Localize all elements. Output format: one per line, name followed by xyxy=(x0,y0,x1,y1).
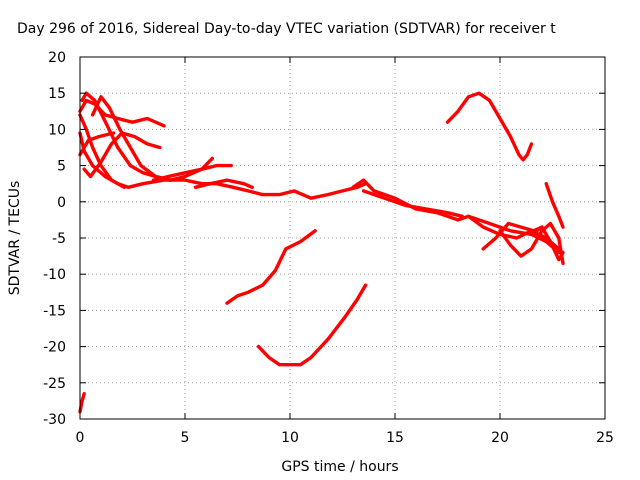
chart-title: Day 296 of 2016, Sidereal Day-to-day VTE… xyxy=(17,21,556,37)
data-series-track-16 xyxy=(498,221,565,265)
x-axis-label: GPS time / hours xyxy=(281,459,398,475)
data-series-track-11 xyxy=(361,189,464,218)
y-tick-label: -15 xyxy=(43,303,66,319)
data-series-track-4 xyxy=(90,95,214,182)
y-tick-label: 10 xyxy=(48,122,66,138)
y-tick-label: -5 xyxy=(52,231,66,247)
y-tick-label: 15 xyxy=(48,86,66,102)
data-series-track-8 xyxy=(151,163,233,182)
y-tick-label: 5 xyxy=(57,159,66,175)
data-series-track-18 xyxy=(225,229,317,305)
x-tick-label: 10 xyxy=(281,430,299,446)
plot-frame xyxy=(79,56,606,420)
x-tick-label: 20 xyxy=(491,430,509,446)
data-series-track-15 xyxy=(544,182,565,229)
data-series-group xyxy=(78,91,565,414)
y-tick-label: -20 xyxy=(43,340,66,356)
data-series-track-6 xyxy=(78,113,126,189)
y-axis-label: SDTVAR / TECUs xyxy=(7,181,23,296)
x-tick-label: 0 xyxy=(76,430,85,446)
y-tick-label: 0 xyxy=(57,195,66,211)
data-series-track-5 xyxy=(82,131,162,179)
data-series-track-12 xyxy=(466,214,561,251)
data-series-track-9 xyxy=(193,178,254,189)
data-series-track-20 xyxy=(78,392,86,414)
x-tick-label: 15 xyxy=(386,430,404,446)
grid-lines xyxy=(80,57,605,419)
y-tick-label: -25 xyxy=(43,376,66,392)
x-tick-label: 25 xyxy=(596,430,614,446)
data-series-track-14 xyxy=(445,91,534,162)
y-tick-label: 20 xyxy=(48,50,66,66)
data-series-track-2 xyxy=(78,98,166,128)
x-tick-label: 5 xyxy=(181,430,190,446)
data-series-track-19 xyxy=(256,283,368,367)
y-tick-label: -10 xyxy=(43,267,66,283)
axis-ticks: 0 5 10 15 20 25 -30 -25 -20 -15 -10 -5 0 5 10 15 20 xyxy=(43,50,614,446)
data-series-track-17 xyxy=(529,225,565,262)
y-tick-label: -30 xyxy=(43,412,66,428)
data-series-track-7 xyxy=(78,131,116,157)
